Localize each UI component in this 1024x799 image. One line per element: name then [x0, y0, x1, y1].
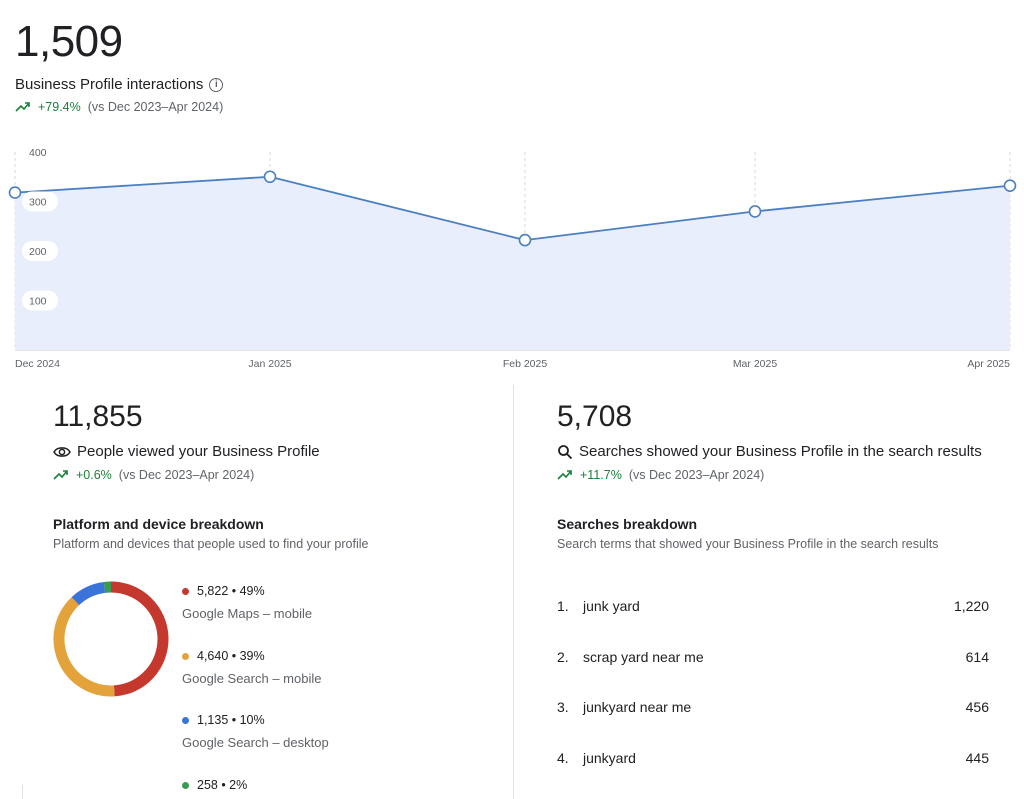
- platform-legend-item: 4,640 • 39% Google Search – mobile: [182, 649, 321, 686]
- info-icon[interactable]: i: [209, 77, 224, 92]
- platform-value: 258 • 2%: [197, 778, 248, 792]
- platform-breakdown-title: Platform and device breakdown: [53, 516, 264, 532]
- y-tick-pill: [22, 290, 58, 311]
- y-tick-label: 300: [29, 197, 47, 209]
- platform-value: 4,640 • 39%: [197, 649, 265, 663]
- x-tick-label: Jan 2025: [248, 358, 291, 370]
- donut-slice[interactable]: [110, 581, 169, 697]
- chart-data-point[interactable]: [8, 186, 22, 199]
- search-term: junkyard: [583, 750, 636, 766]
- platform-breakdown-subtitle: Platform and devices that people used to…: [53, 537, 369, 551]
- views-total: 11,855: [53, 400, 143, 433]
- search-term: junk yard: [583, 598, 640, 614]
- y-tick-label: 400: [29, 147, 47, 159]
- searches-total: 5,708: [557, 400, 633, 433]
- search-term-count: 1,220: [953, 598, 989, 614]
- panel-divider: [513, 385, 514, 799]
- donut-slice[interactable]: [71, 581, 106, 606]
- x-tick-label: Feb 2025: [503, 358, 548, 370]
- interactions-total: 1,509: [15, 17, 123, 66]
- search-term-count: 614: [965, 649, 989, 665]
- legend-dot: [182, 652, 189, 660]
- chart-area-fill: [15, 176, 1010, 350]
- search-icon: [558, 444, 573, 459]
- searches-delta: +11.7% (vs Dec 2023–Apr 2024): [557, 468, 764, 482]
- chart-data-point[interactable]: [518, 233, 532, 247]
- searches-label: Searches showed your Business Profile in…: [579, 443, 982, 460]
- x-tick-label: Apr 2025: [967, 358, 1010, 370]
- platform-value: 5,822 • 49%: [197, 584, 265, 598]
- interactions-delta-compare: (vs Dec 2023–Apr 2024): [87, 100, 224, 114]
- x-tick-label: Dec 2024: [15, 358, 60, 370]
- interactions-chart: 100 200 300 400 Dec 2024 Jan 2025 Feb 2025 Mar…: [8, 147, 1017, 370]
- searches-label-row: Searches showed your Business Profile in…: [557, 443, 982, 460]
- platform-donut-chart: [53, 581, 169, 697]
- searches-breakdown-subtitle: Search terms that showed your Business P…: [557, 537, 939, 551]
- chart-data-point[interactable]: [748, 205, 762, 218]
- searches-breakdown-title: Searches breakdown: [557, 516, 698, 532]
- donut-slice[interactable]: [53, 597, 115, 697]
- search-term: scrap yard near me: [583, 649, 704, 665]
- views-delta-pct: +0.6%: [76, 468, 112, 482]
- interactions-delta-pct: +79.4%: [38, 100, 81, 114]
- views-delta-compare: (vs Dec 2023–Apr 2024): [118, 468, 255, 482]
- search-term-row[interactable]: 1. junk yard 1,220: [557, 598, 989, 614]
- interactions-label-row: Business Profile interactions i: [15, 76, 224, 93]
- platform-name: Google Search – mobile: [182, 671, 322, 686]
- legend-dot: [182, 716, 189, 724]
- y-tick-pill: [22, 191, 58, 212]
- search-term-index: 1.: [557, 598, 569, 614]
- search-term-row[interactable]: 3. junkyard near me 456: [557, 699, 989, 715]
- views-label: People viewed your Business Profile: [77, 443, 320, 460]
- search-term-row[interactable]: 4. junkyard 445: [557, 750, 989, 766]
- platform-legend-item: 258 • 2%: [182, 778, 247, 792]
- chart-data-point[interactable]: [263, 170, 277, 184]
- searches-delta-pct: +11.7%: [580, 468, 622, 482]
- chart-data-point[interactable]: [1003, 179, 1017, 192]
- search-term-row[interactable]: 2. scrap yard near me 614: [557, 649, 989, 665]
- interactions-label: Business Profile interactions: [15, 76, 204, 93]
- trending-up-icon: [53, 470, 68, 480]
- y-tick-label: 100: [29, 296, 47, 308]
- platform-legend-item: 1,135 • 10% Google Search – desktop: [182, 713, 329, 750]
- left-panel-edge: [22, 785, 23, 799]
- legend-dot: [182, 781, 189, 789]
- views-label-row: People viewed your Business Profile: [53, 443, 320, 460]
- y-tick-label: 200: [29, 246, 47, 258]
- platform-name: Google Maps – mobile: [182, 606, 313, 621]
- searches-delta-compare: (vs Dec 2023–Apr 2024): [628, 468, 765, 482]
- x-tick-label: Mar 2025: [733, 358, 778, 370]
- y-tick-pill: [22, 241, 58, 261]
- search-term-index: 2.: [557, 649, 569, 665]
- platform-legend-item: 5,822 • 49% Google Maps – mobile: [182, 584, 312, 621]
- platform-name: Google Search – desktop: [182, 735, 329, 750]
- search-term-count: 445: [965, 750, 989, 766]
- search-term-index: 4.: [557, 750, 569, 766]
- trending-up-icon: [557, 470, 572, 480]
- search-term: junkyard near me: [583, 699, 692, 715]
- search-term-count: 456: [965, 699, 989, 715]
- platform-value: 1,135 • 10%: [197, 713, 265, 727]
- trending-up-icon: [15, 102, 30, 112]
- eye-icon: [53, 446, 71, 457]
- interactions-delta: +79.4% (vs Dec 2023–Apr 2024): [15, 100, 223, 114]
- search-term-index: 3.: [557, 699, 569, 715]
- views-delta: +0.6% (vs Dec 2023–Apr 2024): [53, 468, 254, 482]
- legend-dot: [182, 587, 189, 595]
